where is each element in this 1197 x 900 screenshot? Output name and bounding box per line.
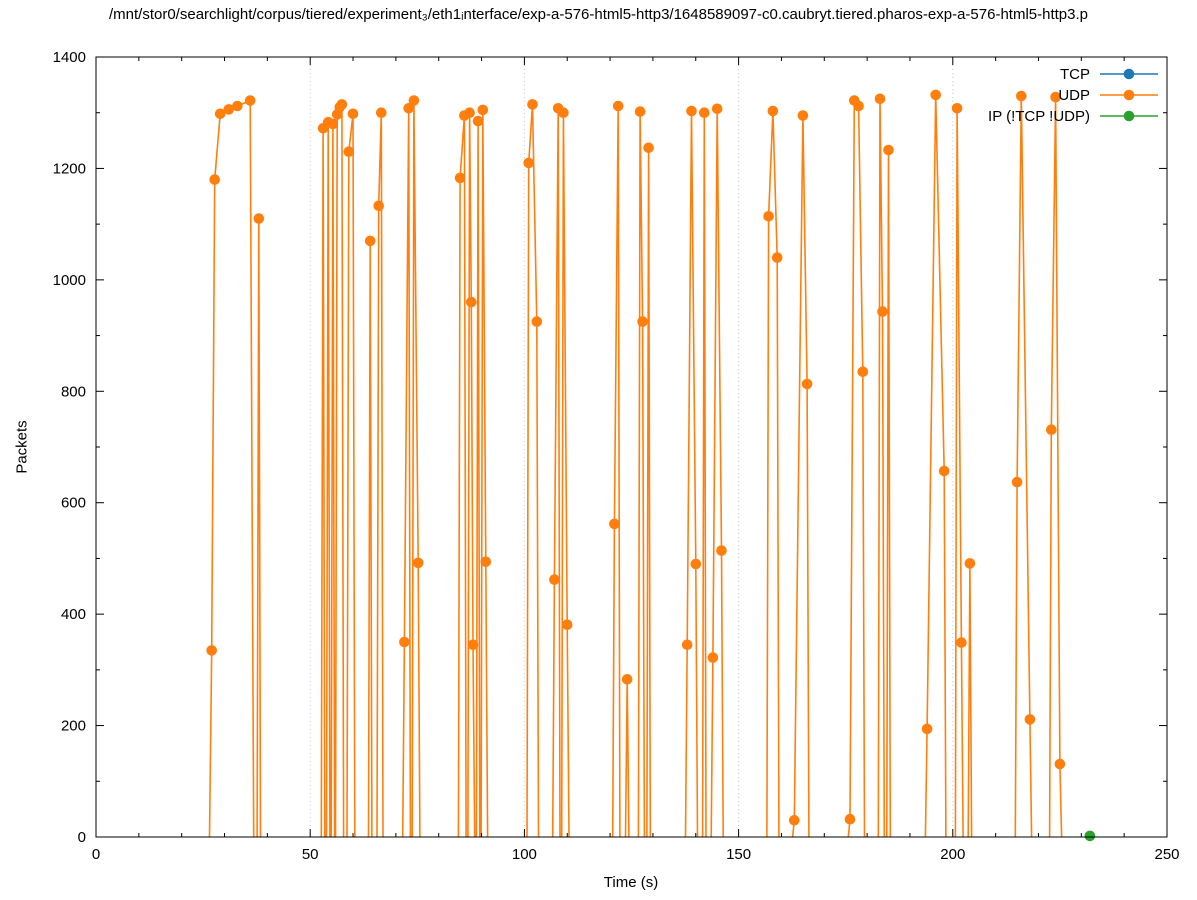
udp-point (690, 558, 702, 570)
udp-point (634, 106, 646, 117)
udp-point (874, 93, 886, 105)
udp-point (789, 815, 800, 826)
udp-point (707, 652, 719, 663)
udp-point (412, 557, 424, 569)
y-tick-label: 1400 (53, 49, 86, 66)
udp-point (472, 115, 484, 127)
x-axis-label: Time (s) (603, 874, 659, 891)
udp-point (763, 211, 774, 222)
udp-point (376, 107, 387, 118)
udp-point (467, 639, 479, 651)
udp-point (767, 105, 779, 117)
x-tick-label: 0 (92, 846, 100, 863)
udp-point (206, 645, 217, 656)
udp-point (1016, 90, 1027, 102)
udp-point (343, 146, 355, 157)
udp-point (232, 100, 243, 112)
udp-point (549, 574, 560, 585)
udp-point (612, 100, 624, 112)
udp-point (347, 108, 359, 120)
udp-point (466, 296, 477, 308)
udp-point (930, 89, 941, 101)
udp-point (1011, 476, 1023, 488)
udp-point (621, 674, 633, 685)
udp-point (408, 95, 420, 106)
udp-point (609, 518, 620, 530)
udp-point (883, 144, 894, 156)
udp-point (857, 366, 869, 378)
udp-point (531, 316, 543, 327)
udp-point (877, 306, 888, 317)
x-tick-label: 250 (1154, 846, 1179, 863)
udp-point (480, 556, 492, 568)
udp-point (699, 107, 710, 118)
udp-point (336, 99, 348, 110)
udp-point (1046, 424, 1057, 436)
udp-point (964, 558, 976, 569)
udp-point (643, 142, 654, 154)
udp-point (853, 100, 864, 112)
ip-tcp-udp--point (1084, 830, 1096, 842)
udp-point (951, 103, 963, 114)
udp-point (938, 465, 950, 477)
legend-marker-sample (1123, 110, 1135, 122)
legend-marker-sample (1123, 89, 1135, 101)
udp-point (209, 174, 220, 185)
udp-line (208, 94, 1063, 838)
x-tick-label: 200 (940, 846, 965, 863)
udp-point (801, 378, 813, 390)
udp-point (1024, 714, 1036, 725)
udp-point (686, 105, 697, 117)
udp-point (454, 172, 466, 184)
udp-point (921, 723, 933, 735)
udp-point (464, 107, 475, 118)
udp-point (558, 107, 569, 118)
udp-point (253, 213, 265, 224)
legend-label: IP (!TCP !UDP) (988, 108, 1090, 125)
udp-point (364, 235, 376, 247)
udp-point (711, 103, 723, 115)
udp-point (223, 104, 235, 115)
y-tick-label: 1200 (53, 160, 86, 177)
udp-point (1050, 91, 1061, 103)
udp-point (844, 813, 856, 825)
y-tick-label: 200 (61, 718, 86, 735)
udp-point (561, 619, 573, 630)
udp-point (771, 252, 783, 263)
udp-point (477, 104, 489, 116)
legend-label: UDP (1058, 87, 1090, 104)
legend-marker-sample (1123, 68, 1135, 80)
y-tick-label: 600 (61, 495, 86, 512)
udp-point (956, 637, 967, 648)
y-tick-label: 400 (61, 606, 86, 623)
udp-point (797, 110, 809, 121)
chart-title: /mnt/stor0/searchlight/corpus/tiered/exp… (109, 6, 1088, 23)
y-tick-label: 800 (61, 383, 86, 400)
udp-point (399, 636, 410, 648)
udp-point (403, 103, 415, 114)
legend-label: TCP (1060, 66, 1090, 83)
udp-point (327, 118, 339, 130)
udp-point (637, 316, 648, 327)
udp-point (523, 157, 534, 169)
udp-point (244, 95, 256, 106)
x-tick-label: 150 (726, 846, 751, 863)
y-tick-label: 0 (78, 829, 86, 846)
x-tick-label: 50 (302, 846, 319, 863)
udp-point (527, 99, 538, 110)
y-tick-label: 1000 (53, 272, 86, 289)
udp-point (716, 545, 727, 556)
udp-point (1054, 758, 1066, 770)
udp-point (214, 108, 226, 120)
udp-point (681, 639, 693, 651)
x-tick-label: 100 (512, 846, 537, 863)
udp-point (373, 200, 385, 212)
